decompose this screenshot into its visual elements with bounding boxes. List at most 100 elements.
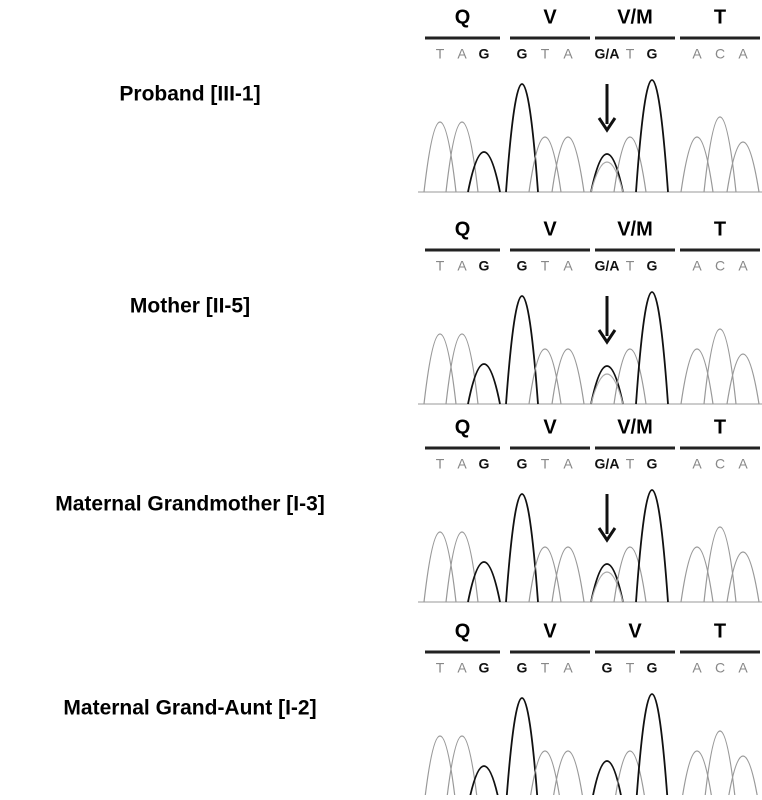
trace-peak — [704, 117, 736, 192]
base: T — [626, 456, 635, 472]
trace-peak — [614, 547, 646, 602]
base: A — [563, 258, 573, 274]
amino-acid: V — [543, 6, 557, 28]
amino-acid: T — [714, 218, 726, 240]
base: T — [541, 660, 550, 676]
base: G — [602, 660, 613, 676]
trace-peak — [727, 142, 759, 192]
amino-acid: T — [714, 416, 726, 438]
base: A — [738, 258, 748, 274]
trace-peak — [591, 366, 623, 404]
base: T — [626, 46, 635, 62]
trace-peak — [681, 137, 713, 192]
base: T — [541, 456, 550, 472]
trace-peak — [468, 364, 500, 404]
base: A — [457, 258, 467, 274]
amino-acid: Q — [455, 218, 471, 240]
trace-peak — [446, 334, 478, 404]
base: A — [738, 46, 748, 62]
amino-acid: V — [543, 416, 557, 438]
base: C — [715, 456, 725, 472]
trace-peak — [506, 296, 538, 404]
base: C — [715, 258, 725, 274]
sample-label: Maternal Grandmother [I-3] — [55, 493, 325, 516]
base: T — [436, 258, 445, 274]
amino-acid: T — [714, 6, 726, 28]
base: G — [479, 456, 490, 472]
base: T — [541, 46, 550, 62]
amino-acid: V/M — [617, 416, 653, 438]
trace-peak — [636, 80, 668, 192]
base: G — [479, 46, 490, 62]
trace-peak — [506, 84, 538, 192]
base: G — [647, 258, 658, 274]
base: A — [738, 456, 748, 472]
trace-peak — [446, 532, 478, 602]
base: G — [479, 660, 490, 676]
base: G — [479, 258, 490, 274]
trace-peak — [591, 564, 623, 602]
sample-label: Mother [II-5] — [130, 295, 250, 318]
base: T — [626, 258, 635, 274]
amino-acid: Q — [455, 6, 471, 28]
base: G — [517, 46, 528, 62]
base: A — [457, 660, 467, 676]
amino-acid: V/M — [617, 6, 653, 28]
trace-peak — [704, 329, 736, 404]
base: T — [436, 46, 445, 62]
base: G — [647, 46, 658, 62]
trace-peak — [591, 154, 623, 192]
trace-peak — [704, 527, 736, 602]
base: G — [647, 660, 658, 676]
amino-acid: T — [714, 620, 726, 642]
base: G — [647, 456, 658, 472]
base: T — [436, 660, 445, 676]
trace-peak — [468, 152, 500, 192]
base: T — [541, 258, 550, 274]
trace-peak — [552, 137, 584, 192]
sample-label: Proband [III-1] — [119, 83, 260, 106]
base: G — [517, 258, 528, 274]
base: A — [692, 660, 702, 676]
amino-acid: V — [543, 218, 557, 240]
trace-peak — [614, 137, 646, 192]
trace-peak — [506, 494, 538, 602]
trace-peak — [552, 349, 584, 404]
base: T — [436, 456, 445, 472]
amino-acid: Q — [455, 416, 471, 438]
base: A — [738, 660, 748, 676]
trace-peak — [727, 552, 759, 602]
base: T — [626, 660, 635, 676]
base: A — [563, 456, 573, 472]
figure: Proband [III-1]QTAGVGTAV/MG/ATGTACAMothe… — [0, 0, 762, 795]
amino-acid: V/M — [617, 218, 653, 240]
amino-acid: V — [628, 620, 642, 642]
base: G/A — [595, 46, 620, 62]
amino-acid: Q — [455, 620, 471, 642]
trace-peak — [727, 354, 759, 404]
amino-acid: V — [543, 620, 557, 642]
base: G/A — [595, 456, 620, 472]
trace-peak — [552, 547, 584, 602]
base: G — [517, 660, 528, 676]
base: A — [563, 660, 573, 676]
base: C — [715, 46, 725, 62]
base: A — [457, 46, 467, 62]
sample-label: Maternal Grand-Aunt [I-2] — [63, 697, 316, 720]
trace-peak — [636, 694, 668, 795]
base: A — [457, 456, 467, 472]
base: C — [715, 660, 725, 676]
trace-peak — [468, 562, 500, 602]
trace-peak — [591, 761, 623, 795]
trace-peak — [681, 547, 713, 602]
trace-peak — [614, 349, 646, 404]
trace-peak — [681, 349, 713, 404]
trace-peak — [636, 292, 668, 404]
base: A — [692, 258, 702, 274]
base: A — [692, 46, 702, 62]
trace-peak — [446, 122, 478, 192]
base: A — [563, 46, 573, 62]
base: G/A — [595, 258, 620, 274]
trace-peak — [636, 490, 668, 602]
trace-peak — [552, 751, 584, 795]
